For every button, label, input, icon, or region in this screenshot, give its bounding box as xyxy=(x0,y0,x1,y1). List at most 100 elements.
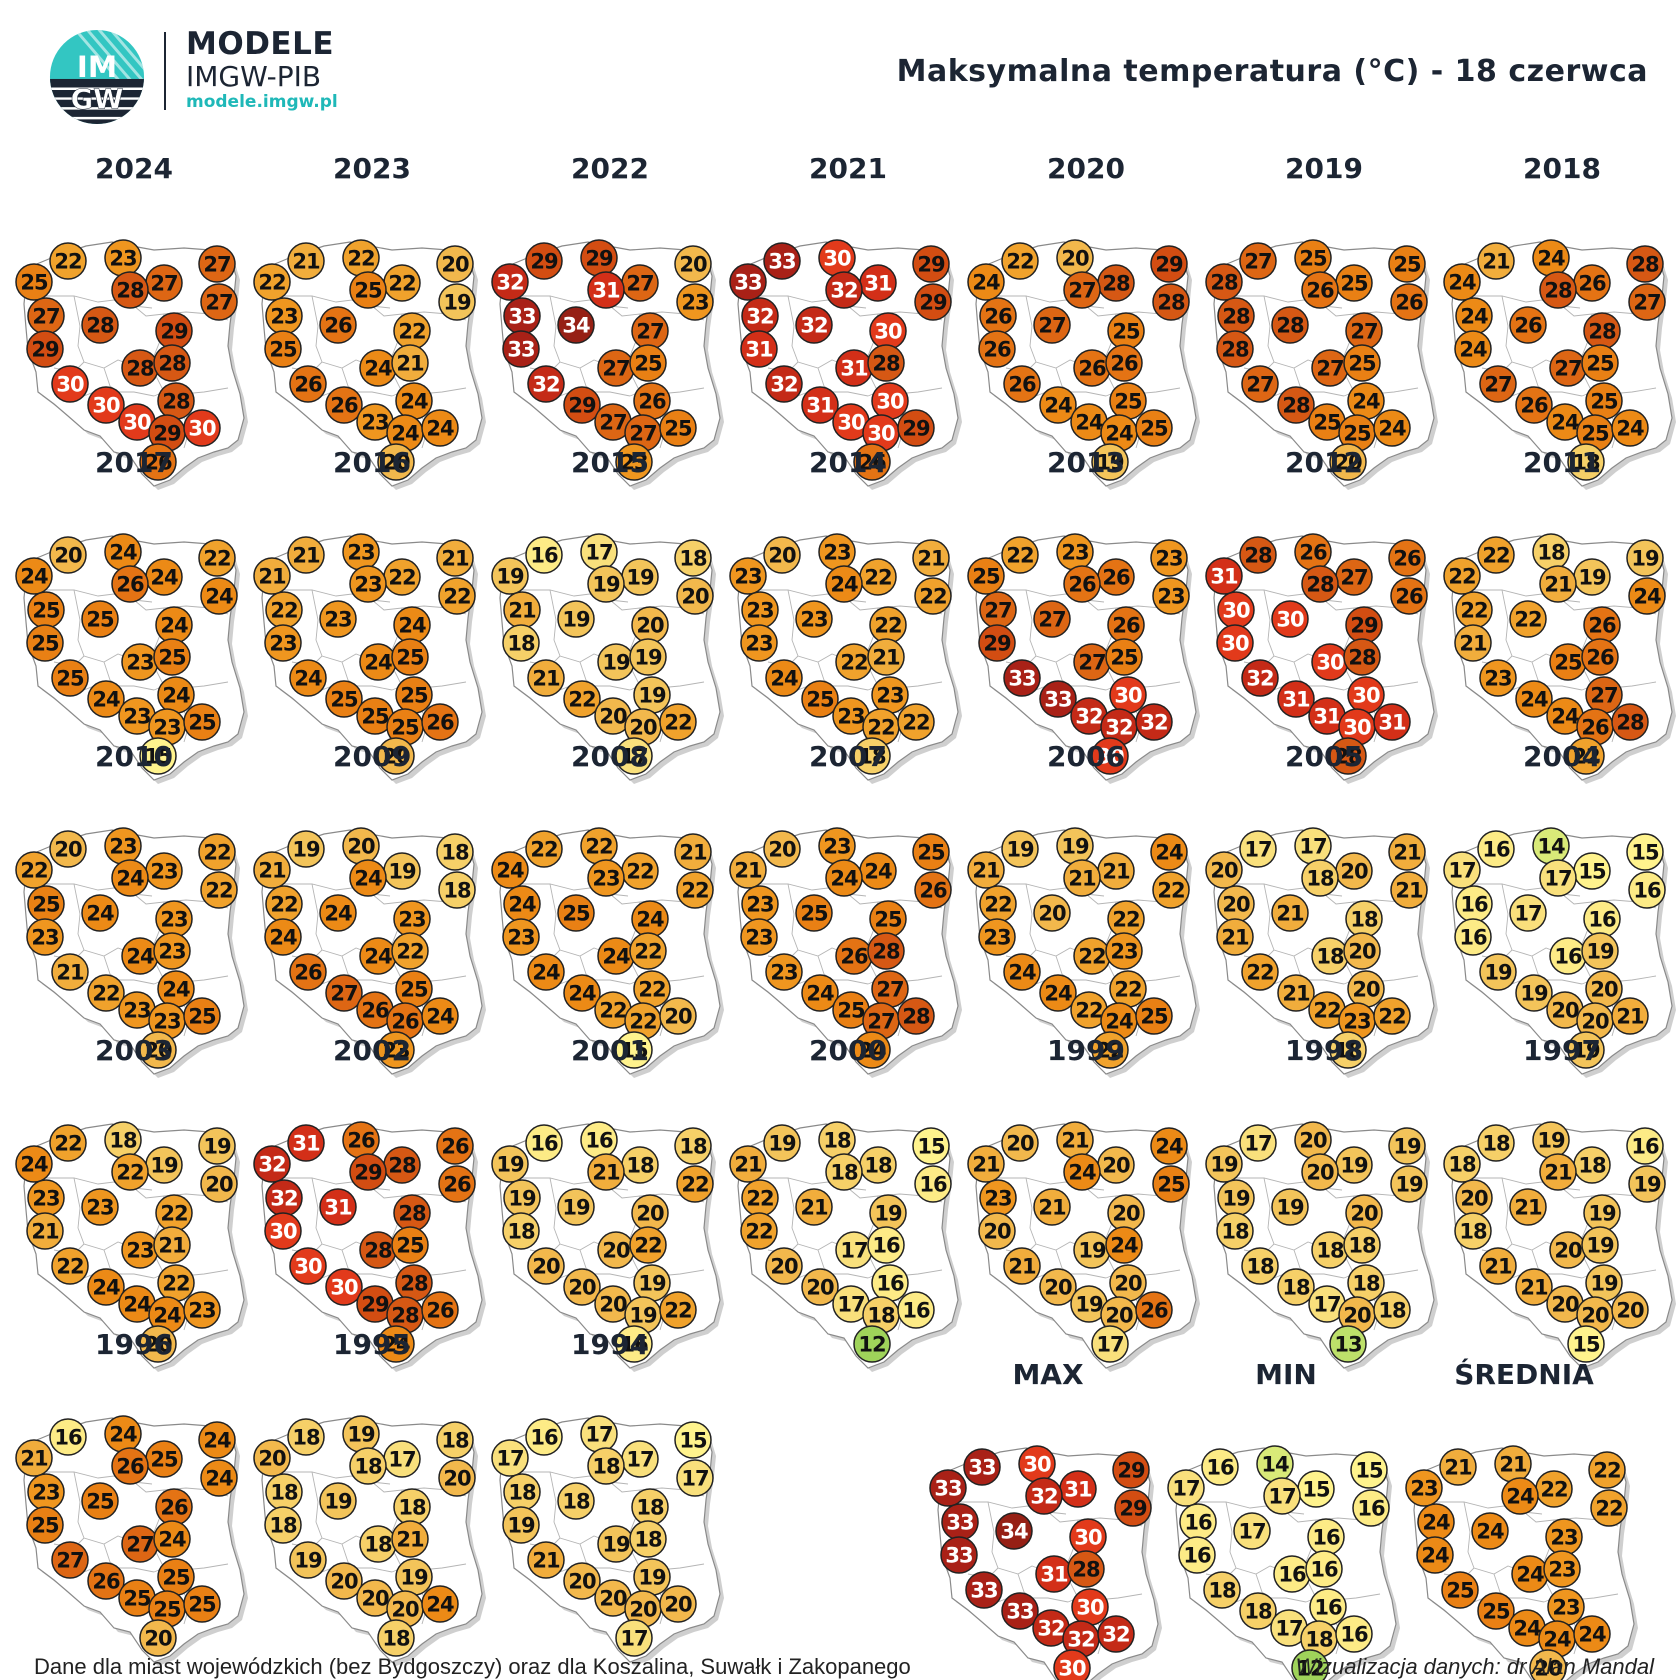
city-marker-pozna- xyxy=(81,600,119,638)
city-marker-suwa-ki xyxy=(436,1421,474,1459)
city-value-krak-w: 24 xyxy=(1543,1628,1571,1652)
city-marker-rzesz-w xyxy=(659,997,697,1035)
city-value-bia-ystok: 25 xyxy=(1157,1173,1185,1197)
city-value-rzesz-w: 24 xyxy=(426,417,454,441)
panel-title: 2001 xyxy=(571,1034,649,1067)
city-value-zielona-g-ra: 21 xyxy=(1459,632,1487,656)
city-marker-szczecin xyxy=(729,851,767,889)
city-marker-szczecin xyxy=(967,557,1005,595)
city-marker-lublin xyxy=(867,638,905,676)
city-marker-opole xyxy=(1515,680,1553,718)
city-value-olsztyn: 19 xyxy=(150,1154,178,1178)
city-value-wroc-aw: 26 xyxy=(294,373,322,397)
city-value-olsztyn: 22 xyxy=(626,860,653,884)
city-value-suwa-ki: 19 xyxy=(1631,547,1659,571)
city-value-toru-: 25 xyxy=(354,279,382,303)
city-value-szczecin: 25 xyxy=(20,271,48,295)
city-marker-toru- xyxy=(111,565,149,603)
city-marker-koszalin xyxy=(287,536,325,574)
city-value-gorz-w-wlkp-: 27 xyxy=(32,305,59,329)
city-value-warszawa: 26 xyxy=(1112,614,1140,638)
city-marker-pozna- xyxy=(995,1512,1033,1550)
city-value-gorz-w-wlkp-: 16 xyxy=(1184,1511,1212,1535)
city-value-wroc-aw: 32 xyxy=(532,373,559,397)
city-value-koszalin: 19 xyxy=(1006,838,1034,862)
city-value-gorz-w-wlkp-: 32 xyxy=(746,305,773,329)
city-value-katowice: 25 xyxy=(361,705,389,729)
city-value-toru-: 24 xyxy=(354,867,382,891)
city-value-lublin: 21 xyxy=(396,1528,424,1552)
city-value-pozna-: 25 xyxy=(86,608,114,632)
city-marker-bia-ystok xyxy=(1390,283,1428,321)
city-value-zakopane: 17 xyxy=(620,745,647,769)
city-value--d-: 27 xyxy=(602,357,629,381)
city-value-lublin: 21 xyxy=(872,646,900,670)
city-value-zielona-g-ra: 23 xyxy=(983,926,1010,950)
city-value-suwa-ki: 29 xyxy=(1117,1459,1145,1483)
city-marker-opole xyxy=(1239,1592,1277,1630)
city-marker-szczecin xyxy=(1167,1469,1205,1507)
city-marker-rzesz-w xyxy=(897,1291,935,1329)
city-marker-zielona-g-ra xyxy=(264,330,302,368)
city-marker-zakopane xyxy=(615,1031,653,1069)
city-marker-bia-ystok xyxy=(438,1165,476,1203)
panel-title: MAX xyxy=(1012,1358,1084,1391)
city-marker-toru- xyxy=(587,1447,625,1485)
city-value-rzesz-w: 16 xyxy=(902,1299,930,1323)
city-marker-koszalin xyxy=(525,242,563,280)
city-marker-zakopane xyxy=(1091,1031,1129,1069)
city-value-warszawa: 16 xyxy=(1312,1526,1340,1550)
city-marker-suwa-ki xyxy=(912,539,950,577)
city-value-katowice: 30 xyxy=(837,411,865,435)
city-value--d-: 18 xyxy=(364,1533,392,1557)
city-marker-suwa-ki xyxy=(198,539,236,577)
city-marker-opole xyxy=(1515,1268,1553,1306)
panel-title: 2022 xyxy=(571,152,649,185)
city-value-wroc-aw: 19 xyxy=(1484,961,1512,985)
city-marker-zielona-g-ra xyxy=(26,1212,64,1250)
city-marker-lublin xyxy=(153,1226,191,1264)
city-value-olsztyn: 15 xyxy=(1578,860,1606,884)
city-value-kielce: 24 xyxy=(1352,390,1380,414)
city-marker-toru- xyxy=(587,859,625,897)
city-value-lublin: 24 xyxy=(158,1528,186,1552)
city-value-krak-w: 32 xyxy=(1105,716,1132,740)
city-value-lublin: 16 xyxy=(1310,1558,1338,1582)
city-value-bia-ystok: 24 xyxy=(1633,585,1661,609)
city-value-kielce: 25 xyxy=(400,684,428,708)
city-marker-bia-ystok xyxy=(1152,283,1190,321)
panel-title: 2017 xyxy=(95,446,173,479)
city-marker-pozna- xyxy=(1271,306,1309,344)
city-marker-szczecin xyxy=(729,557,767,595)
city-value-bia-ystok: 26 xyxy=(919,879,947,903)
city-marker-opole xyxy=(1277,680,1315,718)
city-marker-opole xyxy=(1277,974,1315,1012)
city-value-olsztyn: 18 xyxy=(626,1154,654,1178)
city-value-koszalin: 20 xyxy=(768,544,796,568)
city-marker-wroc-aw xyxy=(1479,1247,1517,1285)
city-value-warszawa: 24 xyxy=(636,908,664,932)
city-marker-szczecin xyxy=(729,1145,767,1183)
city-marker-szczecin xyxy=(967,263,1005,301)
city-marker-zakopane xyxy=(1329,1031,1367,1069)
city-value-kielce: 27 xyxy=(876,978,903,1002)
city-value-kielce: 19 xyxy=(638,1272,666,1296)
city-marker-koszalin xyxy=(763,1124,801,1162)
city-value-katowice: 23 xyxy=(361,411,388,435)
city-value-pozna-: 21 xyxy=(1514,1196,1542,1220)
city-marker-bia-ystok xyxy=(1152,577,1190,615)
city-value-zielona-g-ra: 29 xyxy=(31,338,59,362)
city-marker-wroc-aw xyxy=(1241,953,1279,991)
city-value-zakopane: 26 xyxy=(144,451,172,475)
city-value-suwa-ki: 26 xyxy=(441,1135,469,1159)
city-marker-wroc-aw xyxy=(1479,659,1517,697)
city-marker-zakopane xyxy=(377,1619,415,1657)
panel-title: 2008 xyxy=(571,740,649,773)
city-value-szczecin: 24 xyxy=(496,859,524,883)
city-marker-szczecin xyxy=(1443,263,1481,301)
city-value--d-: 26 xyxy=(840,945,868,969)
city-value-bia-ystok: 19 xyxy=(1633,1173,1661,1197)
city-value-rzesz-w: 26 xyxy=(426,711,454,735)
city-marker-bia-ystok xyxy=(914,577,952,615)
